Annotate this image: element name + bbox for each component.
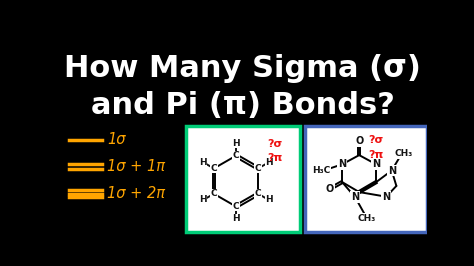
- Text: C: C: [233, 151, 239, 160]
- Text: C: C: [210, 164, 217, 173]
- Text: N: N: [382, 192, 391, 202]
- Text: H: H: [200, 158, 207, 167]
- Text: C: C: [210, 189, 217, 198]
- Text: ?π: ?π: [368, 149, 383, 160]
- Text: O: O: [326, 184, 334, 194]
- Text: How Many Sigma (σ): How Many Sigma (σ): [64, 54, 421, 83]
- Text: C: C: [233, 202, 239, 211]
- Text: CH₃: CH₃: [358, 214, 376, 223]
- Bar: [305, 126, 427, 232]
- Text: ?π: ?π: [267, 153, 283, 163]
- Text: C: C: [255, 164, 262, 173]
- Text: O: O: [355, 136, 363, 146]
- Text: H: H: [232, 214, 240, 223]
- Text: C: C: [255, 189, 262, 198]
- Text: H: H: [232, 139, 240, 148]
- Text: CH₃: CH₃: [394, 149, 412, 158]
- Text: H: H: [200, 196, 207, 205]
- Text: N: N: [388, 165, 396, 176]
- Text: N: N: [372, 159, 380, 169]
- Text: 1σ: 1σ: [107, 132, 126, 147]
- Text: N: N: [338, 159, 346, 169]
- Text: H: H: [265, 158, 273, 167]
- Text: N: N: [351, 193, 359, 202]
- Text: ?σ: ?σ: [368, 135, 383, 145]
- Text: 1σ + 1π: 1σ + 1π: [107, 159, 165, 174]
- Bar: [186, 126, 300, 232]
- Text: H₃C: H₃C: [312, 166, 330, 175]
- Text: ?σ: ?σ: [267, 139, 283, 149]
- Text: and Pi (π) Bonds?: and Pi (π) Bonds?: [91, 90, 395, 120]
- Text: 1σ + 2π: 1σ + 2π: [107, 186, 165, 201]
- Text: H: H: [265, 196, 273, 205]
